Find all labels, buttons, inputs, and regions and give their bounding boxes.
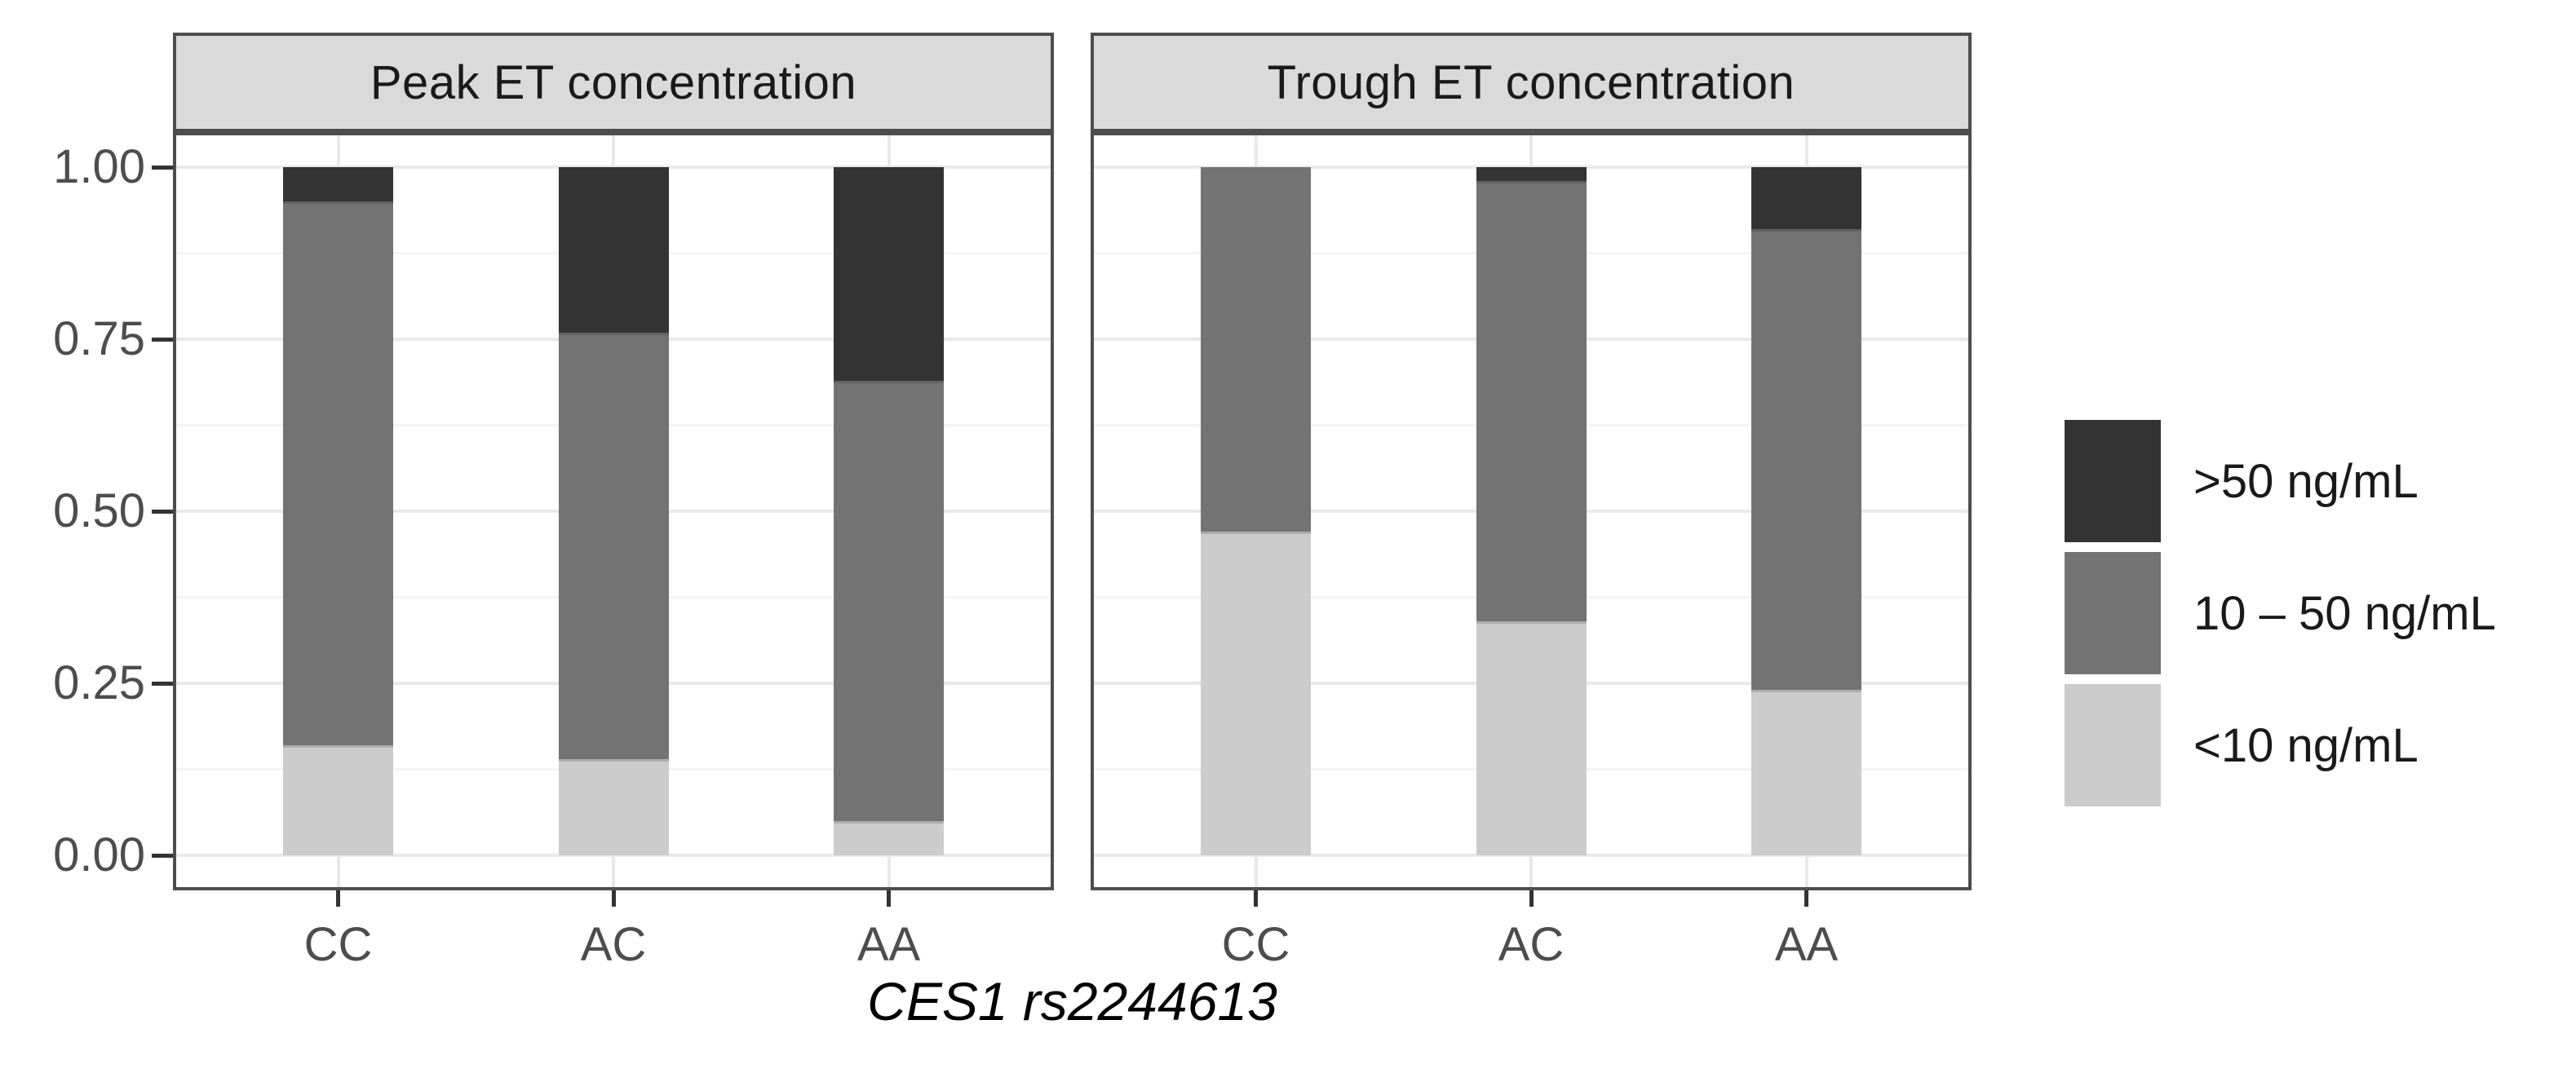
segment-gt50 bbox=[558, 167, 669, 333]
y-tick-mark bbox=[152, 509, 173, 514]
y-tick-mark bbox=[152, 165, 173, 170]
x-category-label: CC bbox=[1221, 918, 1290, 971]
legend-swatch-gt50 bbox=[2065, 420, 2161, 542]
facet-strip-label: Trough ET concentration bbox=[1267, 55, 1795, 109]
x-tick-mark bbox=[1529, 889, 1534, 907]
x-tick-mark bbox=[336, 889, 340, 907]
bar-trough-CC bbox=[1201, 167, 1311, 855]
segment-gt50 bbox=[834, 167, 944, 381]
facet-strip-trough: Trough ET concentration bbox=[1091, 33, 1972, 132]
y-tick-label: 0.75 bbox=[53, 312, 145, 365]
segment-gt50 bbox=[283, 167, 393, 202]
segment-gt50 bbox=[1476, 167, 1587, 181]
legend-label: <10 ng/mL bbox=[2193, 718, 2419, 772]
y-tick-label: 1.00 bbox=[53, 140, 145, 193]
segment-gt50 bbox=[1751, 167, 1861, 229]
segment-lt10 bbox=[1751, 690, 1861, 855]
legend-label: 10 – 50 ng/mL bbox=[2193, 586, 2496, 640]
segment-mid10_50 bbox=[1751, 228, 1861, 691]
x-category-label: AC bbox=[580, 918, 647, 971]
x-axis-title: CES1 rs2244613 bbox=[867, 971, 1277, 1031]
bar-peak-AA bbox=[834, 167, 944, 855]
y-tick-label: 0.25 bbox=[53, 656, 145, 709]
segment-mid10_50 bbox=[283, 201, 393, 745]
segment-lt10 bbox=[558, 758, 669, 855]
x-category-label: AA bbox=[1774, 918, 1839, 971]
legend: >50 ng/mL 10 – 50 ng/mL <10 ng/mL bbox=[2065, 420, 2496, 806]
segment-mid10_50 bbox=[1476, 180, 1587, 622]
x-tick-mark bbox=[611, 889, 616, 907]
bar-trough-AA bbox=[1751, 167, 1861, 855]
legend-item-gt50: >50 ng/mL bbox=[2065, 420, 2496, 542]
x-tick-mark bbox=[887, 889, 891, 907]
facet-strip-label: Peak ET concentration bbox=[370, 55, 857, 109]
legend-item-lt10: <10 ng/mL bbox=[2065, 684, 2496, 806]
y-tick-label: 0.50 bbox=[53, 484, 145, 537]
panel-trough bbox=[1091, 132, 1972, 890]
segment-mid10_50 bbox=[834, 380, 944, 821]
x-tick-mark bbox=[1254, 889, 1258, 907]
facet-trough: Trough ET concentration bbox=[1091, 33, 1972, 890]
y-tick-label: 0.00 bbox=[53, 828, 145, 881]
legend-swatch-mid bbox=[2065, 552, 2161, 674]
segment-lt10 bbox=[1201, 532, 1311, 855]
x-category-label: CC bbox=[303, 918, 373, 971]
y-tick-mark bbox=[152, 337, 173, 342]
y-tick-mark bbox=[152, 853, 173, 858]
segment-lt10 bbox=[834, 820, 944, 855]
facet-peak: Peak ET concentration bbox=[173, 33, 1054, 890]
legend-swatch-lt10 bbox=[2065, 684, 2161, 806]
legend-label: >50 ng/mL bbox=[2193, 454, 2419, 508]
segment-lt10 bbox=[283, 744, 393, 855]
segment-mid10_50 bbox=[558, 332, 669, 759]
x-category-label: AA bbox=[856, 918, 921, 971]
bar-trough-AC bbox=[1476, 167, 1587, 855]
segment-lt10 bbox=[1476, 621, 1587, 855]
bar-peak-AC bbox=[558, 167, 669, 855]
legend-item-mid: 10 – 50 ng/mL bbox=[2065, 552, 2496, 674]
bar-peak-CC bbox=[283, 167, 393, 855]
x-tick-mark bbox=[1804, 889, 1808, 907]
segment-mid10_50 bbox=[1201, 167, 1311, 532]
x-category-label: AC bbox=[1498, 918, 1565, 971]
y-tick-mark bbox=[152, 681, 173, 686]
panel-peak bbox=[173, 132, 1054, 890]
facet-strip-peak: Peak ET concentration bbox=[173, 33, 1054, 132]
